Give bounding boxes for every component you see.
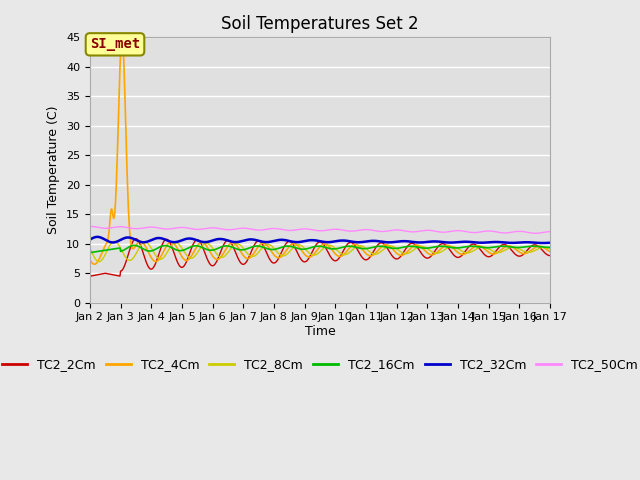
TC2_4Cm [118, 37, 125, 43]
Title: Soil Temperatures Set 2: Soil Temperatures Set 2 [221, 15, 419, 33]
TC2_32Cm [376, 239, 384, 244]
TC2_4Cm [86, 257, 93, 263]
TC2_4Cm [143, 246, 150, 252]
TC2_50Cm [86, 224, 93, 229]
TC2_2Cm [189, 242, 196, 248]
TC2_16Cm [213, 246, 221, 252]
TC2_4Cm [90, 261, 98, 267]
Line: TC2_2Cm: TC2_2Cm [90, 239, 550, 276]
Line: TC2_50Cm: TC2_50Cm [90, 227, 550, 233]
TC2_32Cm [390, 239, 397, 245]
Line: TC2_32Cm: TC2_32Cm [90, 237, 550, 243]
TC2_50Cm [532, 230, 540, 236]
TC2_50Cm [94, 225, 102, 230]
TC2_2Cm [142, 259, 150, 265]
TC2_16Cm [86, 250, 93, 255]
TC2_8Cm [143, 240, 150, 245]
Legend: TC2_2Cm, TC2_4Cm, TC2_8Cm, TC2_16Cm, TC2_32Cm, TC2_50Cm: TC2_2Cm, TC2_4Cm, TC2_8Cm, TC2_16Cm, TC2… [0, 353, 640, 376]
TC2_32Cm [93, 234, 101, 240]
TC2_2Cm [132, 236, 140, 241]
TC2_8Cm [95, 259, 102, 264]
TC2_2Cm [390, 254, 397, 260]
TC2_32Cm [547, 240, 554, 246]
Line: TC2_16Cm: TC2_16Cm [90, 245, 550, 252]
Y-axis label: Soil Temperature (C): Soil Temperature (C) [47, 106, 60, 234]
TC2_2Cm [86, 273, 93, 279]
Line: TC2_8Cm: TC2_8Cm [90, 241, 550, 262]
TC2_50Cm [188, 226, 196, 232]
TC2_32Cm [142, 239, 150, 245]
TC2_8Cm [94, 259, 102, 264]
TC2_4Cm [390, 248, 398, 253]
Line: TC2_4Cm: TC2_4Cm [90, 40, 550, 264]
TC2_32Cm [213, 236, 221, 242]
TC2_4Cm [377, 245, 385, 251]
TC2_4Cm [214, 256, 221, 262]
TC2_8Cm [214, 252, 221, 258]
TC2_50Cm [141, 225, 149, 230]
X-axis label: Time: Time [305, 325, 335, 338]
TC2_32Cm [95, 234, 102, 240]
TC2_16Cm [547, 244, 554, 250]
TC2_50Cm [547, 229, 554, 235]
TC2_4Cm [547, 249, 554, 255]
TC2_16Cm [142, 248, 150, 253]
TC2_2Cm [213, 257, 221, 263]
TC2_2Cm [94, 272, 102, 277]
TC2_4Cm [189, 250, 197, 255]
TC2_32Cm [189, 236, 196, 242]
Text: SI_met: SI_met [90, 37, 140, 51]
TC2_16Cm [130, 242, 138, 248]
TC2_8Cm [110, 239, 118, 244]
TC2_16Cm [94, 249, 102, 254]
TC2_32Cm [540, 240, 547, 246]
TC2_8Cm [189, 254, 197, 260]
TC2_16Cm [390, 245, 397, 251]
TC2_2Cm [547, 253, 554, 259]
TC2_8Cm [390, 244, 398, 250]
TC2_32Cm [86, 237, 93, 242]
TC2_8Cm [547, 246, 554, 252]
TC2_8Cm [377, 249, 385, 255]
TC2_16Cm [376, 243, 384, 249]
TC2_8Cm [86, 245, 93, 251]
TC2_16Cm [189, 243, 196, 249]
TC2_4Cm [95, 257, 102, 263]
TC2_50Cm [376, 228, 383, 234]
TC2_50Cm [212, 225, 220, 231]
TC2_2Cm [376, 240, 384, 246]
TC2_50Cm [389, 228, 397, 233]
